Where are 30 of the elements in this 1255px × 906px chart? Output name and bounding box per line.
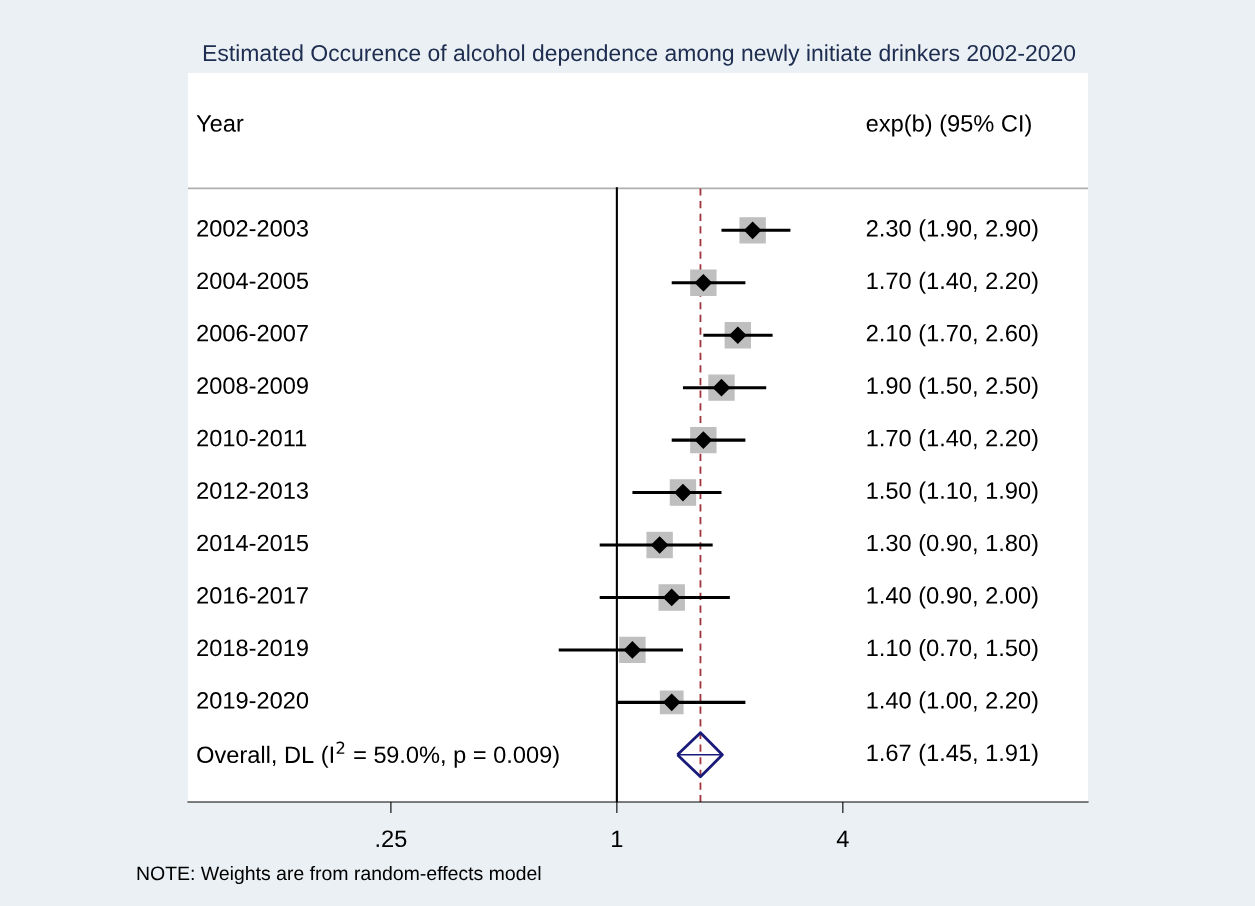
y-tick-label: 2016-2017 [197,587,308,604]
text: 1.40 (1.00, 2.20) [867,691,1038,714]
text: 1.10 (0.70, 1.50) [867,638,1038,661]
y-tick-label: 2010-2011 [197,429,307,447]
text: 1.67 (1.45, 1.91) [867,743,1038,766]
text: 1.90 (1.50, 2.50) [867,376,1038,399]
x-tick-label: 1 [612,830,623,847]
y-tick-label: 2012-2013 [197,482,308,499]
chart-title: Estimated Occurence of alcohol dependence among newly initiate drinkers 2002-2020 [203,44,1076,66]
text: 1.70 (1.40, 2.20) [867,429,1038,452]
text: 1.70 (1.40, 2.20) [867,271,1038,294]
y-tick-label: 2006-2007 [197,324,308,342]
y-tick-label: 2004-2005 [197,272,309,290]
text: 1.40 (0.90, 2.00) [867,586,1038,609]
x-tick-label: 4 [836,830,849,847]
y-tick-label: 2002-2003 [197,219,308,237]
text: NOTE: Weights are from random-effects model [137,865,541,885]
text: exp(b) (95% CI) [866,114,1031,137]
text: 2.30 (1.90, 2.90) [866,219,1038,242]
text: Year [196,115,244,132]
y-tick-label: Overall, DL (I$^{2}$ = 59.0%, p = 0.009) [197,741,559,768]
text: 1.50 (1.10, 1.90) [867,481,1038,504]
point [676,731,724,779]
y-tick-label: 2014-2015 [197,534,309,552]
y-tick-label: 2008-2009 [197,377,308,395]
text: 2.10 (1.70, 2.60) [866,324,1038,347]
y-tick-label: 2018-2019 [197,639,308,657]
text: 1.30 (0.90, 1.80) [867,534,1038,557]
y-tick-label: 2019-2020 [197,691,309,709]
x-tick-label: .25 [376,830,407,848]
